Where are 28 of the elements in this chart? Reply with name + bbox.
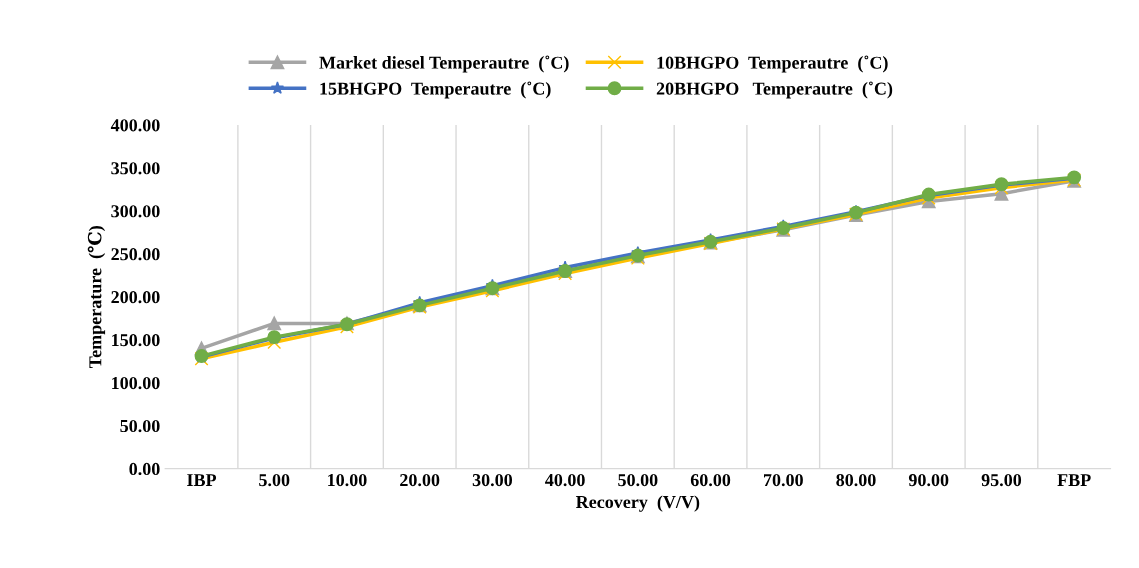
x-tick-label: 60.00 — [690, 473, 731, 487]
x-tick-label: 5.00 — [259, 473, 290, 487]
x-tick-label: 40.00 — [545, 473, 585, 487]
y-tick-label: 350.00 — [111, 162, 160, 175]
x-tick-label: FBP — [1057, 474, 1091, 487]
x-tick-label: 50.00 — [618, 473, 658, 487]
legend-label: 20BHGPO Temperautre (˚C) — [656, 81, 893, 99]
y-tick-label: 250.00 — [111, 248, 160, 261]
x-tick-label: 80.00 — [836, 473, 876, 487]
y-tick-label: 100.00 — [112, 376, 160, 390]
x-tick-label: 70.00 — [764, 473, 803, 487]
x-tick-label: 10.00 — [328, 473, 367, 487]
legend-label: 10BHGPO Temperautre (˚C) — [657, 55, 888, 73]
y-tick-label: 50.00 — [120, 419, 160, 433]
y-tick-label: 150.00 — [112, 333, 160, 347]
y-tick-label: 300.00 — [111, 205, 160, 218]
x-tick-label: 30.00 — [472, 473, 513, 487]
x-tick-label: 90.00 — [908, 473, 949, 487]
y-tick-label: 400.00 — [110, 119, 160, 132]
y-tick-label: 0.00 — [129, 462, 160, 476]
x-axis-title: Recovery (V/V) — [575, 495, 700, 512]
legend-label: 15BHGPO Temperautre (˚C) — [320, 81, 551, 99]
x-tick-label: 20.00 — [400, 473, 440, 487]
y-tick-label: 200.00 — [111, 291, 160, 304]
y-axis-title: Temperature (℃) — [87, 226, 106, 368]
x-tick-label: 95.00 — [981, 473, 1022, 487]
x-tick-label: IBP — [187, 474, 217, 487]
legend-label: Market diesel Temperautre (˚C) — [319, 55, 569, 73]
